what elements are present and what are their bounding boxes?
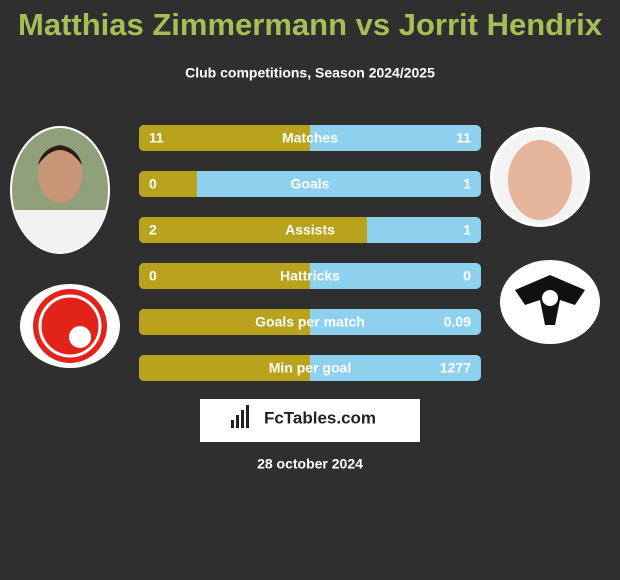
bar-left — [139, 309, 310, 335]
title: Matthias Zimmermann vs Jorrit Hendrix — [18, 7, 603, 42]
bar-left — [139, 171, 197, 197]
bar-left — [139, 355, 310, 381]
bar-left — [139, 125, 310, 151]
bar-left-edge — [361, 217, 367, 243]
left-value: 11 — [149, 130, 164, 146]
bar-left-edge — [304, 355, 310, 381]
player-photo-right — [490, 127, 590, 227]
right-value: 1277 — [440, 360, 471, 376]
brand-icon — [231, 405, 249, 428]
row-label: Min per goal — [269, 360, 351, 376]
bar-left-edge — [304, 263, 310, 289]
bar-left-edge — [304, 309, 310, 335]
right-value: 1 — [463, 176, 471, 192]
bar-right — [139, 171, 481, 197]
right-value: 0 — [463, 268, 471, 284]
club-logo-right — [500, 260, 600, 344]
row-label: Matches — [282, 130, 338, 146]
right-value: 0.09 — [444, 314, 471, 330]
subtitle: Club competitions, Season 2024/2025 — [185, 65, 435, 81]
bar-left-edge — [191, 171, 197, 197]
row-label: Hattricks — [280, 268, 340, 284]
bar-left — [139, 217, 367, 243]
stat-rows: Matches 11 11 Goals 0 1 Assists 2 1 Hattricks 0 0 Go… — [139, 125, 481, 381]
brand: FcTables.com — [264, 408, 376, 427]
row-label: Goals per match — [255, 314, 365, 330]
row-label: Assists — [285, 222, 335, 238]
club-logo-left — [20, 284, 120, 368]
left-value: 0 — [149, 176, 157, 192]
player-photo-left — [10, 126, 110, 254]
left-value: 0 — [149, 268, 157, 284]
bar-left-edge — [304, 125, 310, 151]
bar-left — [139, 263, 310, 289]
date: 28 october 2024 — [257, 456, 363, 472]
row-label: Goals — [291, 176, 330, 192]
right-value: 11 — [456, 130, 471, 146]
right-value: 1 — [463, 222, 471, 238]
left-value: 2 — [149, 222, 157, 238]
